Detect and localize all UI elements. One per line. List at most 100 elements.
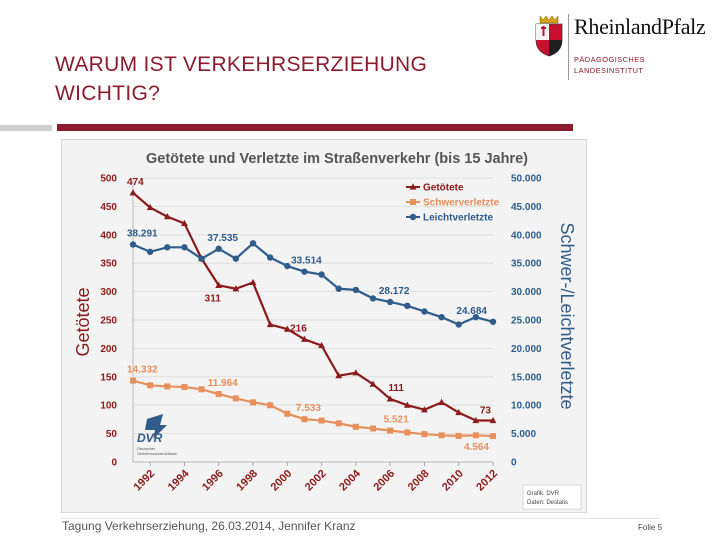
data-label-schwerverletzte: 4.564	[464, 442, 489, 453]
data-point-leichtverletzte	[421, 308, 428, 315]
data-point-getoetete	[318, 341, 325, 349]
y-tick-right: 45.000	[511, 202, 542, 213]
y-tick-left: 0	[111, 458, 117, 469]
data-point-leichtverletzte	[301, 268, 308, 275]
y-tick-left: 450	[100, 202, 117, 213]
data-point-leichtverletzte	[455, 321, 462, 328]
data-label-getoetete: 311	[205, 293, 222, 304]
data-point-getoetete	[335, 372, 343, 379]
y-tick-right: 50.000	[511, 174, 542, 185]
data-point-getoetete	[421, 406, 428, 413]
legend: Getötete Schwerverletzte Leichtverletzte	[406, 183, 500, 224]
data-point-leichtverletzte	[232, 255, 240, 262]
data-point-leichtverletzte	[249, 240, 257, 247]
data-point-schwerverletzte	[318, 417, 325, 424]
data-point-getoetete	[438, 398, 445, 405]
y-ticks-left: 0 50 100 150 200 250 300 350 400 450 500	[100, 174, 117, 469]
y-tick-left: 350	[100, 259, 117, 270]
logo-name: RheinlandPfalz	[574, 14, 706, 39]
y-axis-label-left: Getötete	[73, 287, 93, 356]
data-point-getoetete	[369, 380, 377, 387]
y-tick-left: 400	[100, 230, 117, 241]
data-point-leichtverletzte	[129, 241, 137, 248]
y-tick-left: 500	[100, 174, 117, 185]
data-point-leichtverletzte	[472, 313, 480, 321]
y-ticks-right: 0 5.000 10.000 15.000 20.000 25.000 30.000 35.0…	[511, 174, 542, 469]
source-line-2: Daten: Destatis	[527, 500, 568, 506]
y-tick-left: 50	[106, 429, 118, 440]
data-point-leichtverletzte	[215, 245, 222, 253]
data-labels: 474 311 216 111 73 38.291 37.535 33.514 28.172 24…	[127, 177, 491, 453]
chart: Getötete und Verletzte im Straßenverkehr…	[60, 138, 588, 514]
rlp-logo: RheinlandPfalz PÄDAGOGISCHES LANDESINSTI…	[530, 8, 720, 88]
data-point-leichtverletzte	[318, 271, 325, 278]
y-tick-right: 10.000	[511, 401, 542, 412]
data-point-leichtverletzte	[386, 298, 394, 306]
data-point-schwerverletzte	[181, 384, 188, 391]
data-point-leichtverletzte	[266, 254, 274, 261]
data-point-schwerverletzte	[147, 382, 154, 389]
data-point-getoetete	[489, 416, 497, 424]
y-tick-right: 35.000	[511, 259, 542, 270]
data-label-schwerverletzte: 7.533	[296, 403, 321, 414]
data-point-getoetete	[146, 203, 154, 211]
data-point-schwerverletzte	[472, 432, 479, 439]
data-point-getoetete	[283, 325, 291, 332]
data-point-schwerverletzte	[284, 410, 291, 417]
data-point-schwerverletzte	[198, 386, 205, 393]
dvr-logo-arrow-icon	[145, 414, 167, 439]
data-point-schwerverletzte	[455, 432, 462, 439]
data-point-schwerverletzte	[130, 377, 136, 384]
data-point-leichtverletzte	[198, 255, 205, 262]
data-point-leichtverletzte	[335, 285, 342, 292]
legend-marker-getoetete	[409, 183, 417, 190]
logo-subtitle: PÄDAGOGISCHES LANDESINSTITUT	[574, 54, 645, 76]
data-point-getoetete	[352, 369, 360, 376]
title-underline-accent	[57, 124, 573, 131]
logo-separator	[568, 14, 569, 80]
data-label-getoetete: 216	[290, 323, 307, 334]
y-tick-right: 25.000	[511, 316, 542, 327]
data-point-schwerverletzte	[215, 391, 222, 398]
data-point-leichtverletzte	[352, 286, 360, 294]
series-line-getoetete	[132, 191, 493, 422]
data-label-leichtverletzte: 28.172	[379, 286, 410, 297]
data-point-getoetete	[163, 213, 171, 220]
data-point-leichtverletzte	[164, 244, 171, 251]
series-leichtverletzte	[129, 240, 497, 328]
source-line-1: Grafik: DVR	[527, 491, 560, 497]
data-point-getoetete	[181, 219, 188, 227]
dvr-logo-subtext-2: Verkehrssicherheitsrat	[137, 451, 177, 456]
data-point-schwerverletzte	[438, 432, 445, 439]
dvr-logo-subtext-1: Deutscher	[137, 446, 156, 451]
y-tick-left: 250	[100, 316, 117, 327]
data-point-leichtverletzte	[489, 318, 497, 325]
chart-frame: Getötete und Verletzte im Straßenverkehr…	[60, 138, 588, 514]
dvr-logo: DVR Deutscher Verkehrssicherheitsrat	[137, 414, 177, 456]
data-point-getoetete	[403, 401, 411, 408]
y-tick-right: 40.000	[511, 230, 542, 241]
data-label-getoetete: 73	[480, 406, 492, 417]
y-tick-right: 0	[511, 458, 517, 469]
data-point-leichtverletzte	[369, 295, 377, 302]
data-label-schwerverletzte: 11.964	[208, 378, 238, 389]
data-label-leichtverletzte: 37.535	[207, 233, 238, 244]
data-point-leichtverletzte	[284, 262, 291, 270]
coat-of-arms-icon	[535, 15, 563, 57]
slide-title: WARUM IST VERKEHRSERZIEHUNG WICHTIG?	[55, 53, 428, 105]
chart-background	[60, 138, 588, 514]
y-tick-right: 15.000	[511, 372, 542, 383]
data-label-getoetete: 474	[127, 177, 144, 188]
y-tick-left: 200	[100, 344, 117, 355]
legend-label-schwerverletzte: Schwerverletzte	[423, 198, 500, 209]
data-point-leichtverletzte	[438, 313, 445, 321]
footer-text: Tagung Verkehrserziehung, 26.03.2014, Je…	[62, 519, 356, 533]
y-tick-right: 20.000	[511, 344, 542, 355]
footer-divider	[60, 518, 660, 519]
title-underline-grey	[0, 125, 52, 131]
data-point-getoetete	[249, 278, 257, 286]
logo-subtitle-line-1: PÄDAGOGISCHES	[574, 55, 646, 64]
data-point-getoetete	[129, 189, 137, 196]
data-point-schwerverletzte	[404, 429, 411, 436]
source-box	[522, 484, 582, 510]
